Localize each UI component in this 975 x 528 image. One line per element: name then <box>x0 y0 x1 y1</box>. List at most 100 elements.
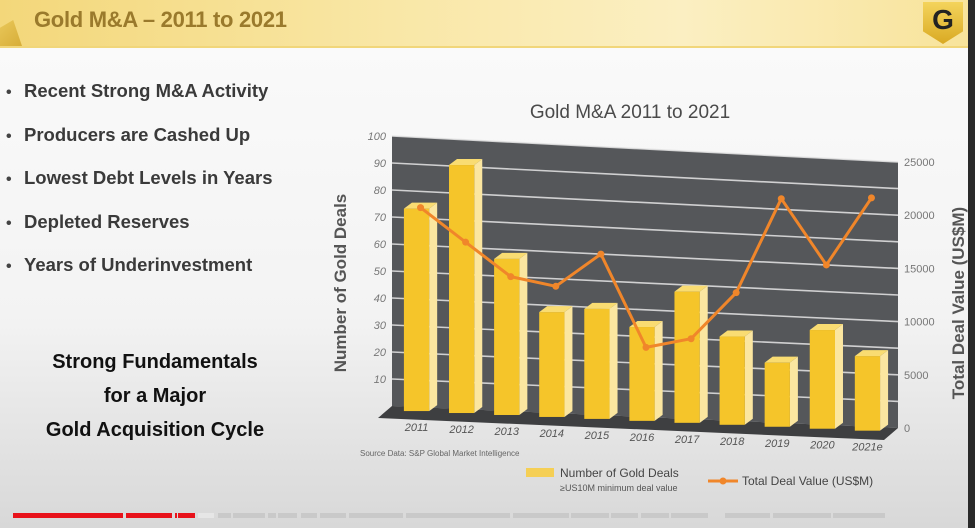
bar-series <box>403 159 889 431</box>
gold-ma-chart: 10 20 30 40 50 60 70 80 90 100 0 5000 10000 15000 200… <box>331 102 968 493</box>
bar <box>809 324 843 429</box>
bar <box>629 321 663 421</box>
bar-side <box>789 356 798 427</box>
bar-front <box>584 308 610 419</box>
line-point <box>507 273 515 281</box>
progress-segment[interactable] <box>278 513 297 518</box>
x-tick-label: 2011 <box>404 422 429 434</box>
progress-segment[interactable] <box>671 513 693 518</box>
bar-top <box>719 330 753 337</box>
y-tick-label: 90 <box>374 158 387 170</box>
bullet-icon: • <box>6 214 12 232</box>
slide-header: Gold M&A – 2011 to 2021 G <box>0 0 975 48</box>
legend-line-marker <box>719 477 727 485</box>
tagline: Strong Fundamentals for a Major Gold Acq… <box>0 345 310 447</box>
bar-top <box>449 159 483 166</box>
bar-side <box>519 252 528 415</box>
line-point <box>822 261 830 269</box>
x-tick-label: 2014 <box>539 428 564 440</box>
x-tick-label: 2019 <box>764 438 789 450</box>
bar-side <box>880 350 889 431</box>
bar-top <box>584 302 618 309</box>
y-tick-label: 10 <box>374 374 387 386</box>
progress-segment[interactable] <box>571 513 609 518</box>
video-progress-bar[interactable] <box>13 513 968 518</box>
bar-front <box>629 327 655 421</box>
bar-front <box>809 330 835 429</box>
progress-segment[interactable] <box>268 513 276 518</box>
progress-segment[interactable] <box>725 513 770 518</box>
y2-tick-label: 25000 <box>904 157 935 169</box>
bar-top <box>854 350 889 357</box>
progress-segment[interactable] <box>198 513 214 518</box>
progress-segment[interactable] <box>431 513 453 518</box>
bar-side <box>474 159 483 414</box>
bar-top <box>539 306 573 313</box>
bar <box>584 302 618 419</box>
progress-segment[interactable] <box>13 513 123 518</box>
y-tick-label: 40 <box>374 293 387 305</box>
progress-segment[interactable] <box>178 513 195 518</box>
y2-tick-label: 10000 <box>904 317 935 329</box>
progress-segment[interactable] <box>126 513 153 518</box>
line-point <box>597 250 605 258</box>
bar <box>764 356 798 427</box>
bar-top <box>674 285 708 292</box>
bar-front <box>494 258 520 415</box>
y2-axis-label: Total Deal Value (US$M) <box>949 207 968 399</box>
progress-segment[interactable] <box>218 513 231 518</box>
bullet-icon: • <box>6 127 12 145</box>
progress-segment[interactable] <box>474 513 510 518</box>
bullet-list: • Recent Strong M&A Activity • Producers a… <box>6 78 273 296</box>
y-tick-label: 50 <box>374 266 387 278</box>
progress-segment[interactable] <box>693 513 708 518</box>
legend-bar-label: Number of Gold Deals <box>560 466 679 480</box>
bar-front <box>719 336 745 425</box>
bullet-item: • Recent Strong M&A Activity <box>6 78 273 122</box>
slide-title: Gold M&A – 2011 to 2021 <box>34 7 287 32</box>
bar-front <box>449 165 475 414</box>
line-point <box>417 204 425 212</box>
progress-segment[interactable] <box>773 513 831 518</box>
y-tick-label: 80 <box>374 185 387 197</box>
y-tick-label: 60 <box>374 239 387 251</box>
legend-bar-sublabel: ≥US10M minimum deal value <box>560 483 677 493</box>
progress-segment[interactable] <box>301 513 317 518</box>
progress-segment[interactable] <box>233 513 265 518</box>
line-point <box>552 282 560 290</box>
progress-segment[interactable] <box>453 513 474 518</box>
bar <box>854 350 889 431</box>
tagline-line: for a Major <box>103 385 207 407</box>
progress-segment[interactable] <box>149 513 172 518</box>
bar-side <box>429 202 438 412</box>
progress-segment[interactable] <box>349 513 360 518</box>
legend-line-label: Total Deal Value (US$M) <box>742 474 873 488</box>
progress-segment[interactable] <box>175 513 177 518</box>
bar-side <box>564 306 573 417</box>
progress-segment[interactable] <box>865 513 885 518</box>
header-decoration <box>0 20 22 46</box>
progress-segment[interactable] <box>360 513 403 518</box>
legend-bar-swatch <box>526 468 554 477</box>
progress-segment[interactable] <box>513 513 569 518</box>
bar-side <box>744 330 753 425</box>
y2-tick-label: 20000 <box>904 210 935 222</box>
bar <box>494 252 528 415</box>
y-tick-label: 30 <box>374 320 387 332</box>
bullet-icon: • <box>6 84 12 101</box>
tagline-line: Gold Acquisition Cycle <box>45 419 265 441</box>
progress-segment[interactable] <box>641 513 669 518</box>
line-point <box>867 194 875 202</box>
bar-side <box>699 285 708 423</box>
progress-segment[interactable] <box>611 513 638 518</box>
progress-segment[interactable] <box>320 513 346 518</box>
bar-side <box>834 324 843 429</box>
bar-front <box>539 312 565 417</box>
chart-title: Gold M&A 2011 to 2021 <box>530 102 730 123</box>
window-edge <box>968 0 975 528</box>
x-tick-label: 2013 <box>493 426 519 438</box>
legend: Number of Gold Deals ≥US10M minimum deal… <box>526 466 873 493</box>
bullet-item: • Depleted Reserves <box>6 209 273 253</box>
progress-segment[interactable] <box>833 513 878 518</box>
progress-segment[interactable] <box>406 513 443 518</box>
